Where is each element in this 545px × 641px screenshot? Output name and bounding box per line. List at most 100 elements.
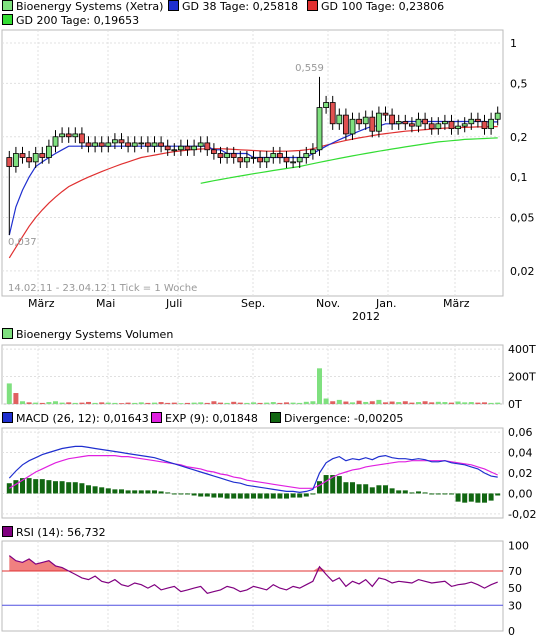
divergence-bar [145,490,151,494]
divergence-bar [6,483,12,494]
divergence-bar [310,493,316,495]
divergence-bar [204,493,210,497]
x-year-label: 2012 [352,310,380,323]
candle-body [237,157,244,163]
volume-bar [422,401,428,404]
candle-body [448,121,455,130]
divergence-bar [257,493,263,499]
divergence-bar [26,478,32,494]
divergence-bar [482,493,487,503]
candle-body [283,157,290,163]
volume-bar [343,401,349,404]
divergence-bar [224,493,230,499]
candle-body [342,114,349,135]
divergence-bar [449,493,454,495]
divergence-bar [336,476,342,494]
candle-body [224,153,231,158]
volume-bar [257,402,263,404]
volume-bar [455,401,461,404]
volume-bar [336,399,342,404]
candle-body [270,153,277,158]
candle-body [19,153,26,158]
candle-body [349,118,356,135]
macd-line [8,445,498,494]
divergence-bar [125,490,131,494]
legend-item-macd: MACD (26, 12): 0,01643 [2,412,149,426]
candle-body [177,145,184,151]
volume-bar [53,401,58,404]
divergence-bar [363,484,369,494]
divergence-bar [356,484,362,494]
candle-body [422,118,429,125]
volume-bar [132,402,138,404]
divergence-bar [343,482,349,494]
divergence-bar [369,487,375,494]
rsi-y-tick-label: 70 [508,565,522,578]
candle-body [382,112,389,116]
divergence-bar [20,478,25,494]
volume-bar [198,402,204,404]
price-x-tick-label: März [443,297,470,310]
legend-item-rsi: RSI (14): 56,732 [2,526,106,540]
candle-body [375,112,382,132]
candle-body [243,157,250,163]
volume-bar [396,402,402,404]
candle-body [362,116,369,125]
candle-body [12,153,19,167]
macd-y-tick-label: 0,00 [508,487,533,500]
candle-body [395,121,402,125]
divergence-bar [191,493,197,496]
candle-body [402,121,409,125]
volume-bar [449,402,454,404]
candle-body [474,118,481,122]
candle-body [455,125,462,130]
divergence-bar [171,493,177,495]
divergence-bar [231,493,237,499]
candle-body [316,107,323,151]
candle-body [296,157,303,163]
volume-bar [20,401,25,404]
divergence-bar [468,493,474,502]
volume-bar [112,402,118,404]
candle-body [118,139,125,144]
divergence-bar [33,479,39,494]
candle-body [329,102,336,125]
divergence-bar [396,490,402,494]
candle-body [210,149,217,154]
candle-body [217,153,224,158]
divergence-bar [99,487,105,494]
candle-body [494,112,501,120]
divergence-bar [72,482,78,494]
volume-bar [482,402,487,404]
volume-bar [86,401,91,404]
candle-body [105,142,112,147]
volume-bar [402,401,408,404]
candle-body [52,136,59,147]
volume-bar [435,401,441,404]
volume-bar [383,402,388,404]
candle-body [230,153,237,158]
price-y-tick-label: 0,2 [510,131,528,144]
volume-bar [59,402,65,404]
volume-bar [165,402,171,404]
divergence-bar [165,492,171,494]
divergence-bar [92,486,98,494]
volume-bar [231,401,237,404]
price-y-tick-label: 0,5 [510,77,528,90]
rsi-y-tick-label: 0 [508,625,515,638]
divergence-bar [475,493,481,503]
volume-bar [6,383,12,404]
volume-bar [79,402,85,404]
divergence-bar [105,488,111,494]
volume-bar [92,402,98,404]
price-y-tick-label: 0,1 [510,171,528,184]
price-x-tick-label: Jan. [375,297,396,310]
gd100-line [8,125,498,259]
divergence-bar [185,493,190,495]
chart-footer: 14.02.11 - 23.04.12 1 Tick = 1 Woche [8,283,197,294]
divergence-bar [317,481,322,494]
volume-bar [178,403,184,404]
candle-body [428,123,435,130]
divergence-bar [323,475,329,494]
